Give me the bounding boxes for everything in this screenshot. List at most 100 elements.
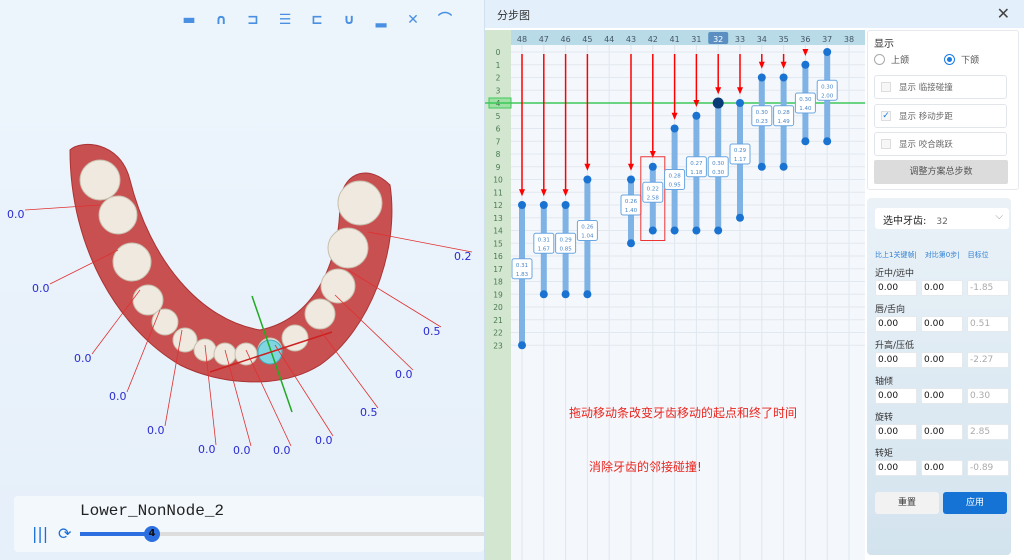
staging-chart[interactable]: 4847464544434241313233343536373801234567…: [485, 30, 865, 560]
step-label-box: [707, 156, 729, 178]
view-left-icon[interactable]: ⊏: [311, 12, 323, 28]
lower-jaw-model[interactable]: 0.0 0.0 0.0 0.0 0.0 0.0 0.0 0.0 0.0 0.5 0.0 0.5 0.2: [0, 0, 484, 490]
step-label-box: [555, 232, 577, 254]
selected-tooth-select[interactable]: 选中牙齿: 32 ⌵: [875, 208, 1009, 229]
checkbox[interactable]: [881, 139, 891, 149]
step-label-box: [642, 181, 664, 203]
arrow-head: [519, 189, 525, 197]
step-value: 1.83: [516, 272, 529, 278]
adjust-total-steps-button[interactable]: 调整方案总步数: [874, 160, 1008, 184]
tooth: [234, 342, 258, 366]
bar-end-handle: [539, 290, 548, 299]
link-prev-keyframe[interactable]: 比上1关键帧|: [875, 251, 917, 259]
bar-start-handle: [627, 175, 635, 184]
bar-start-handle: [583, 175, 592, 184]
value-input[interactable]: 0.00: [875, 352, 917, 368]
arrow-head: [562, 189, 569, 197]
select-label: 选中牙齿:: [883, 216, 927, 227]
step-value: 1.04: [581, 234, 594, 240]
display-section: 显示 上颌 下颌 显示 临接碰撞 ✓ 显示 移动步距 显示 咬合跳跃 调整方案总步…: [867, 30, 1019, 190]
radio-lower[interactable]: 下颌: [944, 53, 979, 66]
distance-label: 0.0: [147, 424, 165, 437]
step-value: 0.30: [712, 170, 725, 176]
distance-label: 0.0: [198, 443, 216, 456]
group-label: 近中/远中: [875, 269, 915, 279]
value-input[interactable]: 0.00: [921, 280, 963, 296]
view-right-icon[interactable]: ⊐: [247, 12, 259, 28]
target-value: -1.85: [967, 280, 1009, 296]
view-bite-icon[interactable]: ☰: [278, 12, 292, 28]
value-input[interactable]: 0.00: [921, 460, 963, 476]
step-value: 0.23: [756, 119, 769, 125]
step-value: 0.30: [799, 97, 812, 103]
slider-knob[interactable]: 4: [144, 526, 160, 542]
step-label: 6: [496, 125, 501, 134]
radio-upper[interactable]: 上颌: [874, 53, 909, 66]
value-input[interactable]: 0.00: [921, 316, 963, 332]
step-slider[interactable]: 4: [80, 526, 484, 542]
link-compare-step0[interactable]: 对比第0步|: [924, 251, 960, 259]
dialog-title: 分步图: [497, 9, 530, 22]
bar-end-handle: [648, 226, 657, 235]
leader-line: [24, 204, 101, 211]
step-label-box: [664, 169, 686, 190]
close-icon[interactable]: ✕: [996, 4, 1010, 23]
tooth-label: 44: [604, 35, 614, 44]
apply-button[interactable]: 应用: [943, 492, 1007, 514]
bar-end-handle: [779, 162, 788, 171]
leader-line: [274, 344, 334, 437]
bar-start-handle: [823, 48, 832, 56]
view-arch-bottom-icon[interactable]: ∪: [343, 12, 355, 28]
step-label: 10: [493, 176, 503, 185]
check-adjacent-collision[interactable]: 显示 临接碰撞: [874, 75, 1007, 99]
step-value: 0.30: [712, 161, 725, 167]
tooth-label: 31: [691, 35, 701, 44]
value-input[interactable]: 0.00: [875, 388, 917, 404]
view-upper-icon[interactable]: ⌒: [438, 12, 452, 28]
distance-label: 0.0: [315, 434, 333, 447]
bar-end-handle: [692, 226, 701, 235]
view-lower-icon[interactable]: ▂: [375, 12, 387, 28]
leader-line: [126, 309, 161, 393]
bar-end-handle: [714, 226, 723, 235]
3d-viewport[interactable]: ▬ ∩ ⊐ ☰ ⊏ ∪ ▂ ✕ ⌒ 0.0 0.0 0.0 0.0 0.0 0.0 0.0 0…: [0, 0, 484, 560]
leader-line: [49, 249, 119, 285]
slider-fill: [80, 532, 152, 536]
value-input[interactable]: 0.00: [921, 424, 963, 440]
value-input[interactable]: 0.00: [921, 388, 963, 404]
bar-end-handle: [561, 290, 570, 299]
radio-upper-label: 上颌: [891, 56, 910, 66]
tooth: [213, 342, 237, 366]
bar-end-handle: [801, 137, 810, 146]
step-value: 0.26: [581, 225, 594, 231]
link-target[interactable]: 目标位: [967, 251, 989, 259]
view-front-icon[interactable]: ▬: [182, 12, 196, 28]
step-value: 1.18: [690, 170, 703, 176]
distance-label: 0.0: [233, 444, 251, 457]
checkbox-checked[interactable]: ✓: [881, 111, 891, 121]
tooth-label: 36: [800, 35, 810, 44]
value-input[interactable]: 0.00: [875, 280, 917, 296]
replay-icon[interactable]: ⟳: [58, 524, 72, 543]
tooth-label: 46: [561, 35, 571, 44]
value-input[interactable]: 0.00: [875, 424, 917, 440]
value-input[interactable]: 0.00: [875, 316, 917, 332]
view-split-icon[interactable]: ✕: [407, 12, 419, 28]
highlight-box: [640, 156, 666, 241]
step-label: 21: [493, 316, 503, 325]
step-value: 0.31: [538, 237, 550, 243]
step-label-box: [773, 105, 795, 127]
step-label-box: [685, 156, 707, 178]
check-move-distance[interactable]: ✓ 显示 移动步距: [874, 104, 1007, 128]
group-label: 转矩: [875, 449, 894, 459]
tooth-label: 42: [648, 35, 658, 44]
value-input[interactable]: 0.00: [921, 352, 963, 368]
value-input[interactable]: 0.00: [875, 460, 917, 476]
view-arch-top-icon[interactable]: ∩: [215, 12, 227, 28]
checkbox[interactable]: [881, 82, 891, 92]
step-label: 3: [496, 86, 501, 95]
check-occlusal-jump[interactable]: 显示 咬合跳跃: [874, 132, 1007, 156]
reset-button[interactable]: 重置: [875, 492, 939, 514]
teeth-icon[interactable]: |||: [32, 524, 49, 543]
arrow-head: [693, 100, 700, 107]
